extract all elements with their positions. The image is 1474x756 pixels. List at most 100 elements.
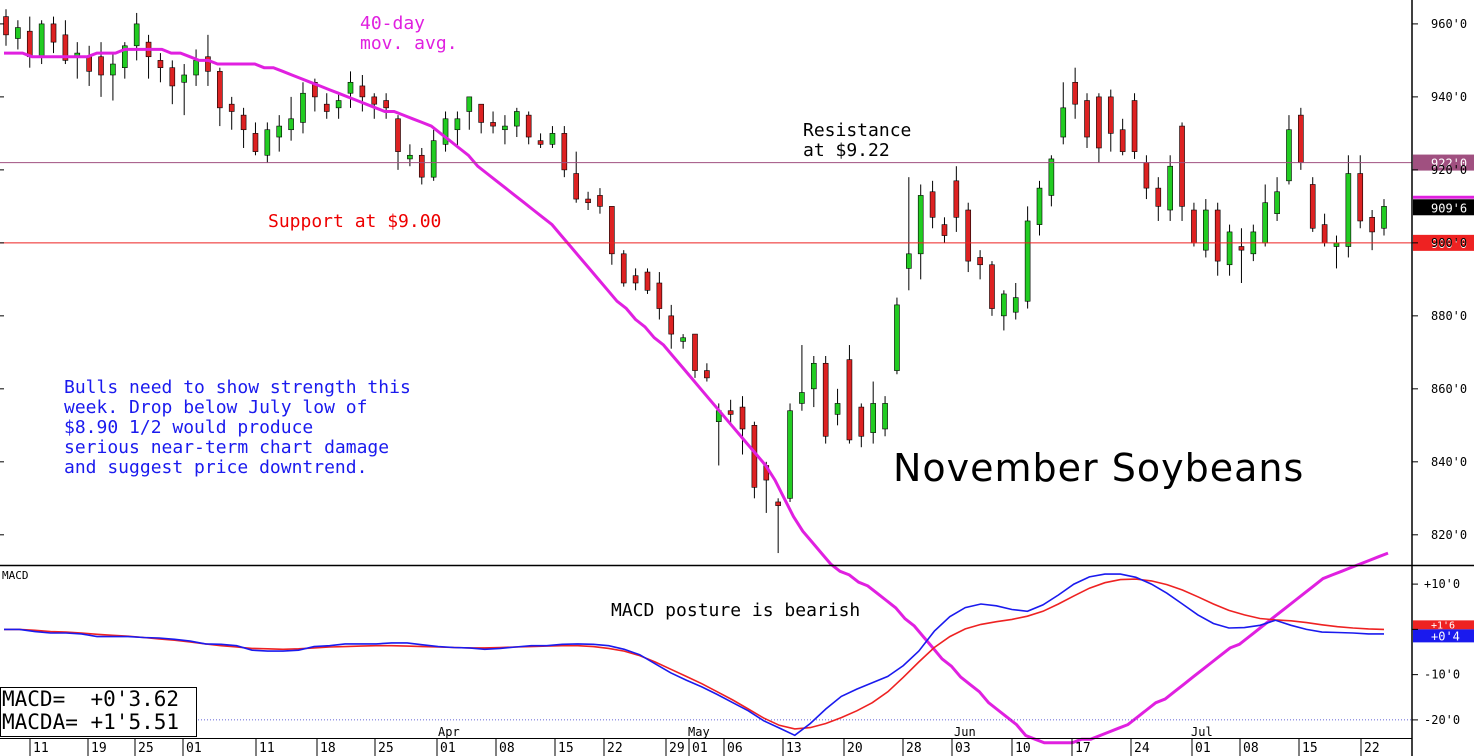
candle-body bbox=[466, 96, 473, 112]
candle-body bbox=[121, 45, 128, 68]
candle-body bbox=[668, 315, 675, 335]
candle-body bbox=[205, 56, 211, 72]
candle-body bbox=[371, 96, 378, 105]
candle-body bbox=[822, 362, 829, 437]
candle-body bbox=[870, 403, 876, 433]
candle-body bbox=[193, 60, 199, 76]
candle-body bbox=[739, 406, 746, 430]
candle-body bbox=[395, 118, 401, 152]
candle-body bbox=[300, 92, 306, 123]
date-tick-label: 19 bbox=[91, 741, 107, 756]
candle-body bbox=[1072, 81, 1078, 105]
date-tick-label: 01 bbox=[692, 741, 708, 756]
candle-body bbox=[1155, 187, 1162, 207]
candle-body bbox=[1369, 217, 1375, 233]
macd-signal-tag-label: +1'6 bbox=[1431, 620, 1455, 631]
candle-body bbox=[288, 118, 294, 131]
candle-body bbox=[656, 282, 663, 309]
candle-body bbox=[561, 133, 568, 171]
candle-body bbox=[442, 118, 449, 145]
date-tick-label: 11 bbox=[259, 741, 275, 756]
candle-body bbox=[347, 81, 354, 94]
date-tick-label: 06 bbox=[727, 741, 743, 756]
candle-body bbox=[1298, 114, 1304, 163]
candle-body bbox=[1345, 173, 1352, 247]
date-tick-label: 22 bbox=[1364, 741, 1380, 756]
last-price-label: 909'6 bbox=[1431, 201, 1467, 215]
candle-body bbox=[977, 257, 983, 266]
candle-body bbox=[1357, 173, 1364, 222]
chart-title: November Soybeans bbox=[893, 446, 1305, 490]
month-label: Jun bbox=[954, 725, 976, 739]
candle-body bbox=[490, 122, 496, 127]
candle-body bbox=[1001, 293, 1007, 317]
macd-readout-value: +0'3.62 bbox=[90, 687, 180, 711]
price-tick-label: 880'0 bbox=[1431, 309, 1467, 323]
resistance-price-label: 922'0 bbox=[1431, 157, 1467, 171]
candle-body bbox=[252, 133, 259, 152]
macda-readout-value: +1'5.51 bbox=[90, 710, 180, 734]
candle-body bbox=[609, 206, 615, 255]
candle-body bbox=[894, 304, 900, 371]
candle-body bbox=[1381, 206, 1387, 229]
support-annotation: Support at $9.00 bbox=[268, 211, 442, 232]
candle-body bbox=[1333, 242, 1340, 247]
date-tick-label: 22 bbox=[607, 741, 623, 756]
candle-body bbox=[810, 362, 817, 390]
candle-body bbox=[1191, 209, 1197, 244]
candle-body bbox=[1214, 209, 1221, 262]
candle-body bbox=[929, 191, 936, 218]
macd-value-tag-label: +0'4 bbox=[1431, 629, 1460, 643]
candle-body bbox=[1167, 165, 1173, 211]
candle-body bbox=[1096, 96, 1102, 149]
price-tick-label: 840'0 bbox=[1431, 455, 1467, 469]
candle-body bbox=[1203, 209, 1209, 251]
month-label: Apr bbox=[438, 725, 460, 739]
candle-body bbox=[1262, 202, 1269, 244]
macd-readout-line: MACD= +0'3.62 bbox=[1, 688, 196, 711]
date-tick-label: 01 bbox=[186, 741, 202, 756]
candle-body bbox=[1107, 96, 1114, 134]
candle-body bbox=[1274, 191, 1280, 214]
macd-tick-label: +10'0 bbox=[1424, 577, 1460, 591]
candle-body bbox=[169, 67, 176, 87]
macd-panel-label: MACD bbox=[2, 569, 29, 582]
candle-body bbox=[514, 111, 520, 127]
date-tick-label: 01 bbox=[440, 741, 456, 756]
candle-body bbox=[1286, 129, 1292, 182]
candle-body bbox=[217, 71, 223, 109]
candle-body bbox=[882, 403, 888, 430]
candle-body bbox=[704, 370, 710, 379]
candle-body bbox=[312, 81, 318, 98]
candle-body bbox=[597, 195, 603, 207]
candle-body bbox=[906, 253, 912, 269]
date-tick-label: 24 bbox=[1134, 741, 1150, 756]
candle-body bbox=[727, 410, 734, 415]
candle-body bbox=[157, 60, 164, 68]
candle-body bbox=[1119, 129, 1126, 152]
candle-body bbox=[38, 23, 45, 58]
candle-body bbox=[585, 198, 591, 204]
candle-body bbox=[133, 23, 140, 47]
date-tick-label: 13 bbox=[786, 741, 802, 756]
candle-body bbox=[1179, 125, 1185, 207]
date-tick-label: 08 bbox=[1243, 741, 1259, 756]
price-tick-label: 920'0 bbox=[1431, 163, 1467, 177]
candles-group bbox=[3, 9, 1387, 554]
date-tick-label: 25 bbox=[138, 741, 154, 756]
price-tick-label: 860'0 bbox=[1431, 382, 1467, 396]
candle-body bbox=[941, 224, 948, 236]
moving-average-group bbox=[4, 47, 1389, 745]
candle-body bbox=[1321, 224, 1328, 244]
candle-body bbox=[1131, 100, 1138, 152]
macda-readout-label: MACDA= bbox=[2, 710, 78, 734]
levels-group: 900'0 922'0 909'6 bbox=[0, 154, 1474, 251]
candle-body bbox=[1084, 100, 1090, 138]
macd-readout-label: MACD= bbox=[2, 687, 66, 711]
candle-body bbox=[1309, 184, 1316, 229]
macd-signal-tag bbox=[1413, 620, 1474, 630]
candle-body bbox=[502, 125, 508, 131]
candle-body bbox=[98, 56, 104, 76]
ma-annotation: 40-day mov. avg. bbox=[360, 13, 458, 54]
price-tick-label: 900'0 bbox=[1431, 236, 1467, 250]
